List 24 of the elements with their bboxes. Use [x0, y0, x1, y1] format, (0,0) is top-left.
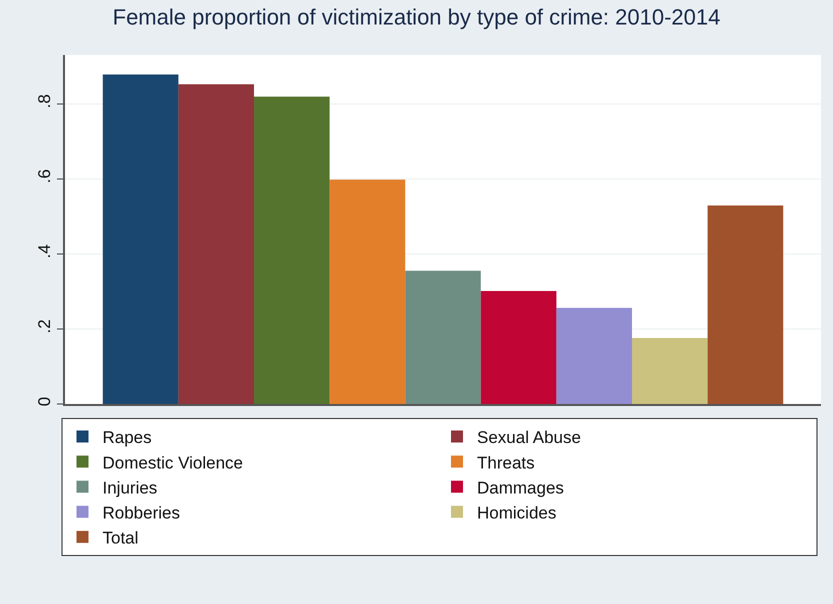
y-tick-label: .4	[35, 244, 54, 258]
legend-label: Threats	[477, 453, 535, 472]
bar	[480, 291, 556, 404]
legend-label: Injuries	[102, 478, 158, 498]
bar	[102, 74, 178, 404]
legend-label: Domestic Violence	[102, 453, 243, 472]
bar	[254, 96, 330, 404]
bar	[330, 180, 406, 404]
bar	[405, 270, 481, 404]
bar	[556, 308, 632, 404]
legend-label: Total	[102, 528, 138, 548]
legend-label: Homicides	[477, 503, 556, 522]
y-tick-label: 0	[35, 396, 54, 406]
legend-label: Dammages	[477, 478, 564, 498]
legend-label: Rapes	[102, 428, 152, 448]
y-tick-label: .6	[35, 169, 54, 184]
bar	[178, 84, 254, 404]
chart-title: Female proportion of victimization by type of crime: 2010-2014	[112, 4, 720, 30]
bar	[632, 338, 708, 404]
y-tick-label: .8	[35, 94, 54, 108]
y-tick-label: .2	[35, 319, 54, 334]
bar	[708, 205, 784, 404]
legend-label: Robberies	[102, 503, 180, 522]
legend-label: Sexual Abuse	[477, 428, 581, 448]
